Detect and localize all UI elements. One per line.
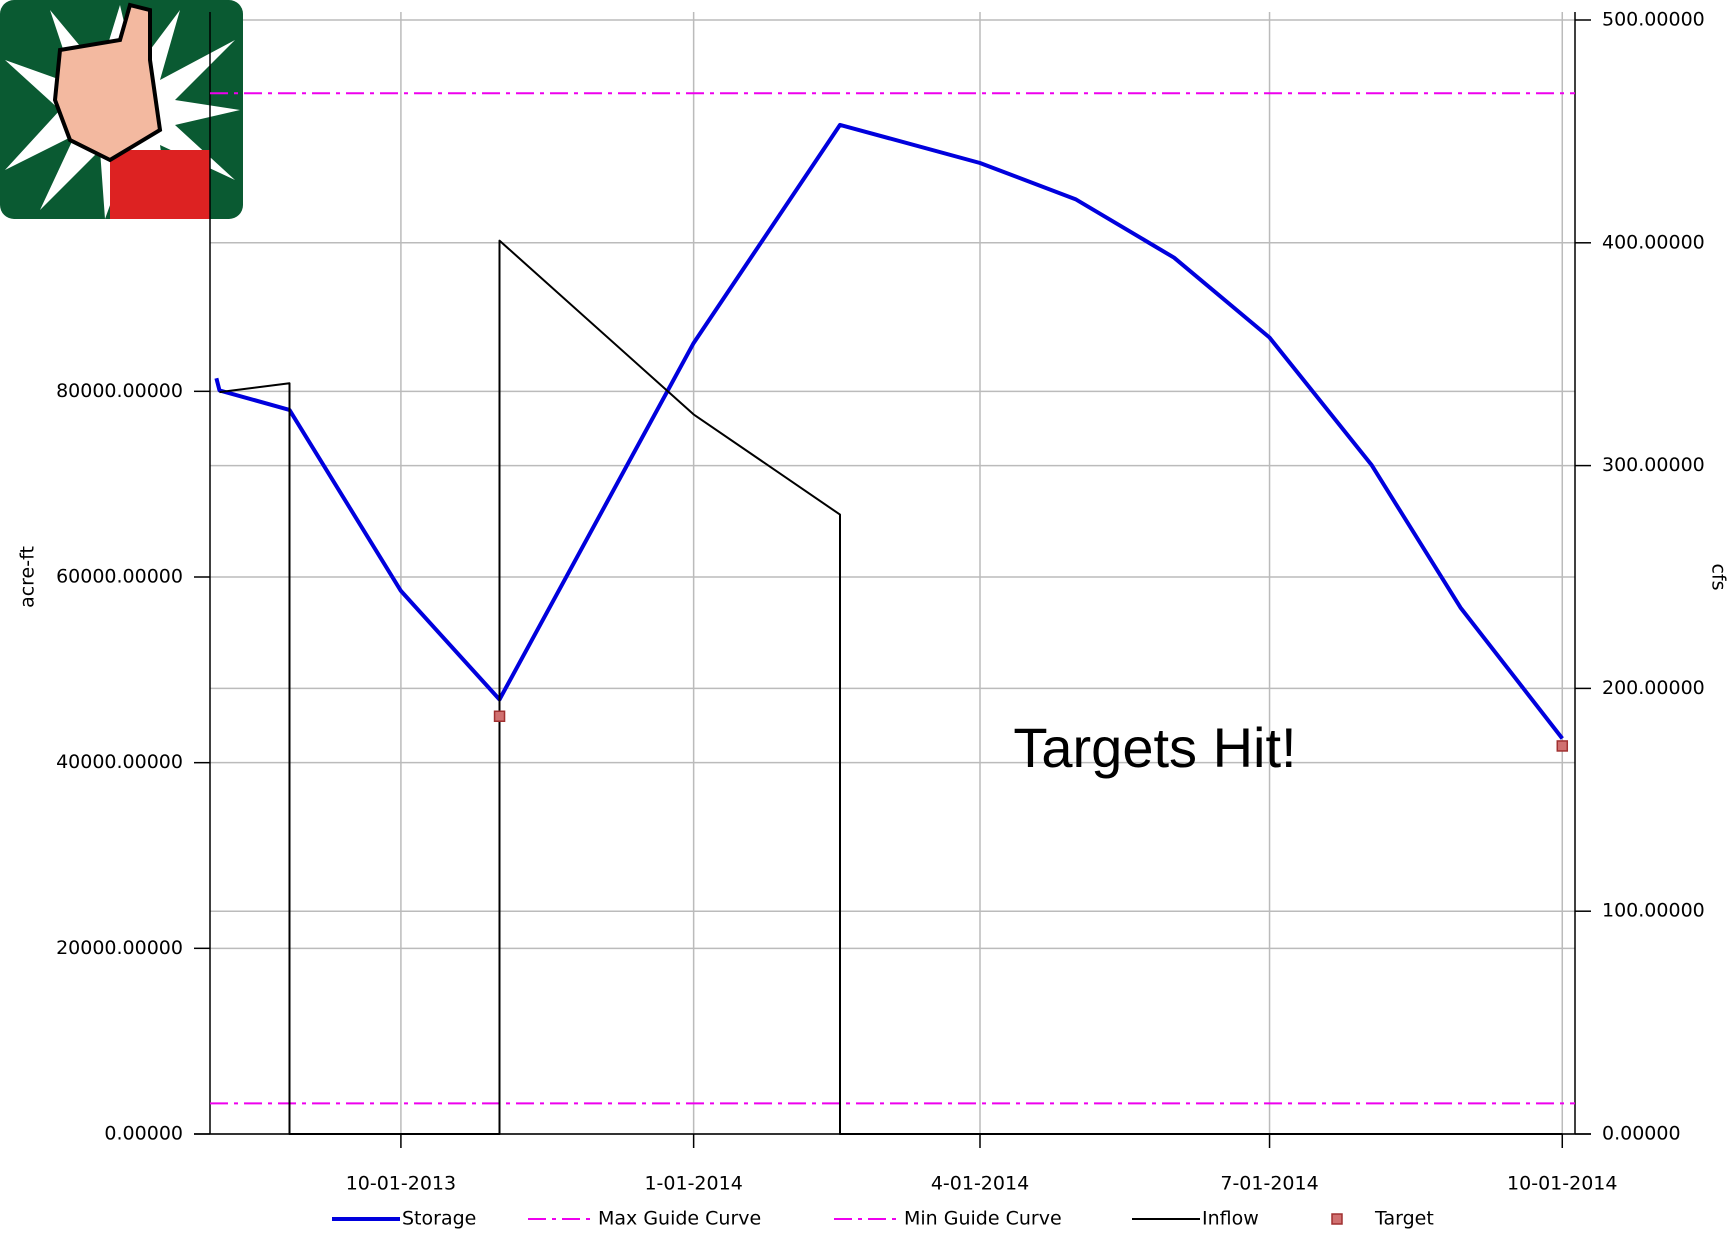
legend-label: Inflow: [1202, 1208, 1259, 1230]
y-tick-label: 0.00000: [104, 1123, 183, 1145]
y-tick-label: 60000.00000: [56, 566, 183, 588]
thumbs-up-icon: [0, 0, 243, 219]
x-tick-label: 1-01-2014: [644, 1173, 742, 1195]
hand: [52, 2, 163, 163]
legend-marker: [1331, 1213, 1343, 1225]
grid: [210, 12, 1575, 1135]
x-tick-label: 10-01-2014: [1507, 1173, 1617, 1195]
x-tick-label: 10-01-2013: [346, 1173, 456, 1195]
legend-label: Storage: [402, 1208, 476, 1230]
y2-tick-label: 300.00000: [1602, 454, 1705, 476]
y2-tick-label: 500.00000: [1602, 9, 1705, 31]
y2-axis-label: cfs: [1708, 563, 1730, 590]
sleeve: [110, 150, 210, 219]
y-tick-label: 20000.00000: [56, 937, 183, 959]
annotation: Targets Hit!: [1013, 716, 1296, 779]
x-tick-label: 7-01-2014: [1220, 1173, 1318, 1195]
target-marker: [1556, 740, 1569, 752]
y-axis-label: acre-ft: [17, 546, 39, 608]
y-tick-label: 40000.00000: [56, 751, 183, 773]
y2-tick-label: 200.00000: [1602, 677, 1705, 699]
legend-label: Max Guide Curve: [598, 1208, 761, 1230]
series-line: [219, 239, 1563, 1135]
y2-tick-label: 0.00000: [1602, 1123, 1681, 1145]
legend-label: Min Guide Curve: [904, 1208, 1062, 1230]
series-line: [214, 122, 1564, 740]
y-tick-label: 80000.00000: [56, 380, 183, 402]
y2-tick-label: 400.00000: [1602, 231, 1705, 253]
x-tick-label: 4-01-2014: [931, 1173, 1029, 1195]
target-marker: [493, 710, 506, 722]
legend-label: Target: [1374, 1208, 1434, 1230]
y2-tick-label: 100.00000: [1602, 900, 1705, 922]
